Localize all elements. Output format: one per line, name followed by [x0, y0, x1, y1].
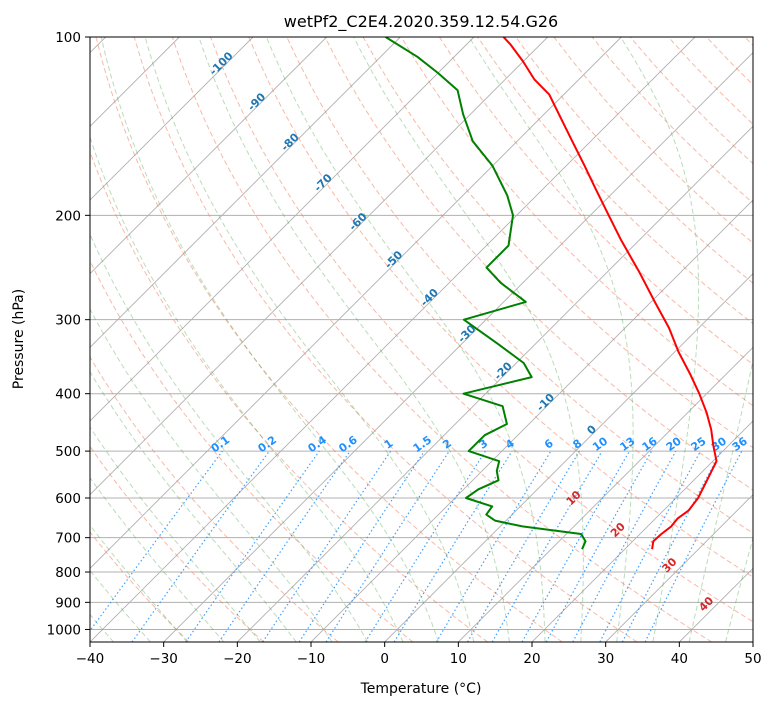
- y-tick-label: 200: [55, 208, 81, 224]
- mixing-ratio-line: [325, 450, 450, 642]
- y-axis-ticks: 100 200 300 400 500 600 700 800 900 1000: [47, 30, 90, 638]
- x-axis-title: Temperature (°C): [360, 681, 482, 697]
- y-tick-label: 600: [55, 491, 81, 507]
- mixing-ratio-line: [572, 450, 677, 642]
- moist-adiabat-line: [90, 233, 369, 642]
- dry-adiabat-line: [248, 37, 753, 578]
- dry-adiabat-line: [90, 445, 264, 642]
- dry-adiabat-line: [210, 37, 753, 623]
- y-tick-label: 300: [55, 313, 81, 329]
- isotherm-line: [90, 37, 327, 275]
- moist-adiabat-line: [90, 370, 297, 642]
- y-tick-label: 500: [55, 444, 81, 460]
- x-tick-label: −40: [76, 651, 105, 667]
- y-tick-label: 800: [55, 565, 81, 581]
- moist-adiabat-line: [468, 37, 634, 642]
- x-tick-label: −30: [149, 651, 178, 667]
- moist-adiabat-line: [144, 37, 475, 642]
- dry-adiabat-line: [133, 37, 638, 642]
- dry-adiabat-line: [90, 531, 190, 642]
- y-tick-label: 400: [55, 387, 81, 403]
- x-tick-label: −10: [297, 651, 326, 667]
- x-tick-label: 30: [597, 651, 614, 667]
- x-tick-label: 20: [523, 651, 540, 667]
- dry-adiabat-line: [438, 37, 753, 366]
- dry-adiabat-line: [95, 37, 563, 642]
- isotherm-line: [163, 52, 753, 642]
- isotherm-line: [90, 37, 548, 496]
- y-axis-title: Pressure (hPa): [11, 289, 27, 389]
- dry-adiabat-line: [90, 356, 339, 642]
- mixing-ratio-line: [90, 450, 223, 632]
- x-tick-label: 0: [380, 651, 389, 667]
- moist-adiabat-line: [198, 37, 510, 642]
- mixing-ratio-line: [644, 450, 743, 642]
- sounding-series: [385, 37, 718, 550]
- mixing-ratio-line: [131, 450, 270, 642]
- mixing-ratio-line: [262, 450, 392, 642]
- isotherm-line: [90, 37, 475, 422]
- y-tick-label: 100: [55, 30, 81, 46]
- mixing-ratio-line: [545, 450, 653, 642]
- dry-adiabat-line: [90, 150, 488, 642]
- isotherm-line: [90, 37, 622, 569]
- isotherm-line: [384, 273, 753, 642]
- moist-adiabat-line: [620, 37, 700, 642]
- y-tick-label: 1000: [47, 622, 81, 638]
- temperature-line: [502, 37, 718, 550]
- mixing-ratio-line: [393, 450, 513, 642]
- chart-title: wetPf2_C2E4.2020.359.12.54.G26: [284, 12, 558, 32]
- y-tick-label: 700: [55, 531, 81, 547]
- dry-adiabat-line: [90, 259, 414, 642]
- moist-adiabat-line: [90, 308, 333, 642]
- dewpoint-line: [385, 37, 587, 550]
- plot-frame: [89, 36, 754, 643]
- isotherm-line: [90, 37, 254, 201]
- mixing-ratio-line: [185, 450, 320, 642]
- moist-adiabat-line: [100, 37, 439, 642]
- moist-adiabat-line: [688, 358, 753, 642]
- moist-adiabat-line: [90, 135, 404, 642]
- background-lines: [90, 37, 753, 642]
- moist-adiabat-line: [266, 37, 546, 642]
- x-tick-label: 50: [744, 651, 761, 667]
- isotherm-line: [458, 346, 753, 642]
- x-tick-label: −20: [223, 651, 252, 667]
- y-tick-label: 900: [55, 595, 81, 611]
- isotherm-line: [90, 37, 401, 348]
- x-tick-label: 10: [450, 651, 467, 667]
- isotherm-line: [237, 125, 753, 642]
- isotherm-line: [90, 37, 696, 642]
- mixing-ratio-line: [298, 450, 425, 642]
- isotherm-line: [531, 420, 753, 642]
- isotherm-line: [605, 494, 753, 642]
- dry-adiabat-line: [171, 37, 712, 642]
- dry-adiabat-line: [400, 37, 753, 407]
- mixing-ratio-line: [218, 450, 351, 642]
- x-axis-ticks: −40 −30 −20 −10 0 10 20 30 40 50: [76, 642, 762, 667]
- mixing-ratio-line: [521, 450, 631, 642]
- dry-adiabat-line: [515, 37, 753, 284]
- x-tick-label: 40: [671, 651, 688, 667]
